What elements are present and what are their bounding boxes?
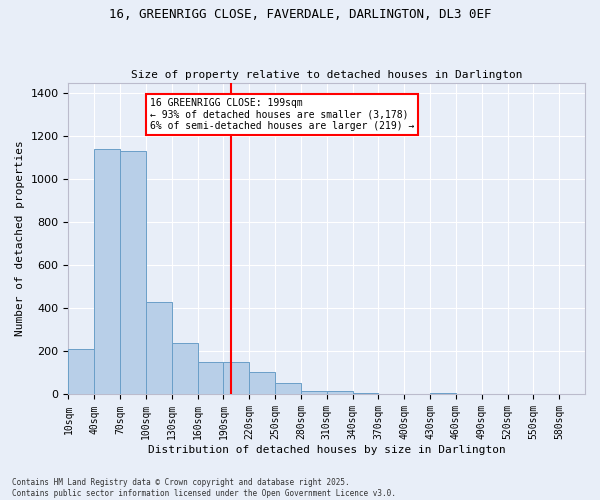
Bar	[301, 391, 327, 394]
Bar	[223, 362, 249, 394]
Text: 16 GREENRIGG CLOSE: 199sqm
← 93% of detached houses are smaller (3,178)
6% of se: 16 GREENRIGG CLOSE: 199sqm ← 93% of deta…	[150, 98, 415, 131]
Bar	[249, 372, 275, 394]
Bar	[94, 150, 120, 394]
Bar	[146, 302, 172, 394]
Y-axis label: Number of detached properties: Number of detached properties	[15, 140, 25, 336]
Bar	[172, 343, 197, 394]
Bar	[327, 391, 353, 394]
Bar	[275, 382, 301, 394]
Bar	[120, 152, 146, 394]
Bar	[197, 362, 223, 394]
Bar	[68, 350, 94, 395]
Title: Size of property relative to detached houses in Darlington: Size of property relative to detached ho…	[131, 70, 523, 81]
Text: 16, GREENRIGG CLOSE, FAVERDALE, DARLINGTON, DL3 0EF: 16, GREENRIGG CLOSE, FAVERDALE, DARLINGT…	[109, 8, 491, 20]
Text: Contains HM Land Registry data © Crown copyright and database right 2025.
Contai: Contains HM Land Registry data © Crown c…	[12, 478, 396, 498]
X-axis label: Distribution of detached houses by size in Darlington: Distribution of detached houses by size …	[148, 445, 506, 455]
